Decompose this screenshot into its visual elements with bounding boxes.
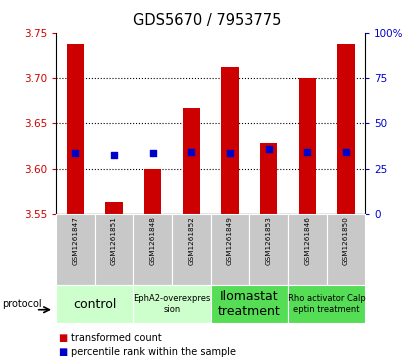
Bar [144,169,161,214]
Bar [298,78,316,214]
Point [188,150,195,155]
Text: GSM1261853: GSM1261853 [266,216,271,265]
Text: GDS5670 / 7953775: GDS5670 / 7953775 [133,13,282,28]
Text: ■: ■ [58,347,67,357]
Text: transformed count: transformed count [71,333,161,343]
Text: GSM1261847: GSM1261847 [72,216,78,265]
Text: GSM1261846: GSM1261846 [304,216,310,265]
Point [227,150,233,156]
Bar [337,44,354,214]
Text: GSM1261850: GSM1261850 [343,216,349,265]
Text: control: control [73,298,116,310]
Point [149,150,156,156]
Text: GSM1261849: GSM1261849 [227,216,233,265]
Text: ■: ■ [58,333,67,343]
Text: Rho activator Calp
eptin treatment: Rho activator Calp eptin treatment [288,294,366,314]
Point [72,150,79,156]
Bar [183,108,200,214]
Text: GSM1261848: GSM1261848 [150,216,156,265]
Text: protocol: protocol [2,299,42,309]
Point [304,150,310,155]
Point [265,146,272,152]
Bar [105,202,123,214]
Text: EphA2-overexpres
sion: EphA2-overexpres sion [133,294,211,314]
Bar [221,67,239,214]
Text: percentile rank within the sample: percentile rank within the sample [71,347,236,357]
Text: GSM1261852: GSM1261852 [188,216,194,265]
Bar [260,143,277,214]
Text: Ilomastat
treatment: Ilomastat treatment [218,290,281,318]
Point [342,150,349,155]
Point [111,152,117,158]
Bar [67,44,84,214]
Text: GSM1261851: GSM1261851 [111,216,117,265]
